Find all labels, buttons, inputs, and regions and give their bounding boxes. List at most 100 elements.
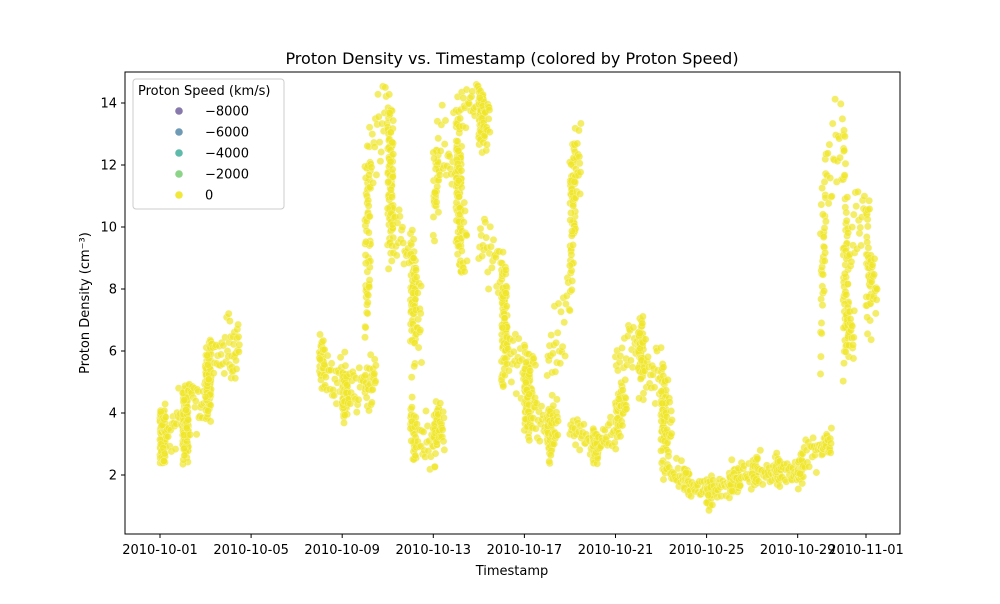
data-point: [430, 154, 438, 163]
data-point: [372, 361, 380, 370]
data-point: [367, 163, 376, 172]
data-point: [842, 208, 851, 217]
data-point: [340, 348, 349, 356]
data-point: [499, 248, 507, 256]
data-point: [798, 479, 807, 488]
data-point: [704, 491, 713, 499]
data-point: [657, 446, 665, 455]
data-point: [665, 398, 674, 406]
data-point: [553, 431, 562, 439]
y-tick-label: 12: [100, 159, 117, 174]
data-point: [611, 445, 620, 453]
data-point: [386, 157, 395, 166]
data-point: [576, 168, 585, 176]
data-point: [819, 210, 827, 219]
data-point: [488, 263, 496, 272]
x-tick-label: 2010-11-01: [828, 543, 904, 558]
data-point: [839, 377, 848, 385]
data-point: [522, 358, 530, 367]
data-point: [512, 389, 521, 398]
y-tick-label: 8: [109, 283, 117, 298]
data-point: [364, 228, 373, 237]
data-point: [532, 424, 540, 433]
data-point: [186, 430, 194, 439]
data-point: [844, 228, 852, 237]
data-point: [438, 425, 447, 434]
data-point: [831, 95, 839, 103]
data-point: [462, 231, 471, 240]
data-point: [179, 431, 188, 439]
data-point: [232, 356, 240, 365]
data-point: [481, 218, 490, 227]
data-point: [220, 369, 229, 378]
data-point: [667, 429, 676, 438]
data-point: [457, 166, 466, 175]
data-point: [487, 242, 495, 251]
data-point: [552, 338, 560, 347]
data-point: [860, 192, 869, 200]
data-point: [392, 251, 401, 260]
data-point: [847, 257, 856, 266]
data-point: [499, 382, 508, 391]
data-point: [395, 206, 403, 214]
data-point: [484, 285, 493, 293]
plot-frame: [124, 71, 901, 535]
data-point: [618, 344, 626, 352]
legend-label: −4000: [205, 147, 249, 162]
data-point: [322, 373, 330, 381]
data-point: [460, 267, 469, 276]
data-point: [412, 266, 420, 275]
data-point: [498, 323, 507, 332]
data-point: [872, 295, 881, 304]
y-tick-label: 14: [100, 97, 117, 112]
data-point: [828, 192, 836, 201]
data-point: [478, 252, 486, 260]
data-point: [616, 432, 625, 441]
data-point: [568, 277, 577, 285]
data-point: [622, 404, 631, 413]
data-point: [192, 430, 201, 439]
data-point: [430, 237, 439, 245]
data-point: [180, 444, 188, 453]
data-point: [525, 436, 534, 445]
data-point: [570, 177, 579, 186]
data-point: [828, 119, 837, 128]
data-point: [641, 335, 650, 344]
data-point: [658, 399, 667, 408]
data-point: [567, 160, 576, 169]
data-point: [819, 233, 828, 241]
data-point: [867, 335, 875, 344]
data-point: [419, 428, 428, 436]
data-point: [375, 138, 384, 146]
data-point: [316, 355, 325, 364]
data-point: [371, 377, 380, 386]
y-tick-label: 4: [109, 407, 117, 422]
data-point: [614, 395, 623, 403]
data-point: [818, 301, 827, 310]
data-point: [204, 360, 212, 369]
data-point: [399, 239, 408, 247]
data-point: [389, 116, 398, 125]
legend-marker: [175, 170, 183, 178]
data-point: [836, 153, 844, 162]
data-point: [352, 408, 361, 416]
data-point: [320, 345, 329, 354]
data-point: [627, 356, 635, 365]
data-point: [231, 374, 239, 383]
data-point: [440, 140, 449, 148]
data-point: [817, 352, 825, 361]
data-point: [417, 358, 426, 367]
chart-title: Proton Density vs. Timestamp (colored by…: [285, 49, 738, 68]
data-point: [431, 188, 439, 197]
y-axis: 2 4 6 8 10 12 14: [100, 97, 125, 484]
data-point: [863, 215, 872, 224]
data-point: [575, 446, 584, 454]
data-point: [664, 376, 672, 384]
legend-title: Proton Speed (km/s): [138, 84, 270, 99]
data-point: [840, 359, 848, 368]
data-point: [756, 446, 765, 455]
data-point: [644, 353, 652, 361]
data-point: [340, 419, 348, 427]
